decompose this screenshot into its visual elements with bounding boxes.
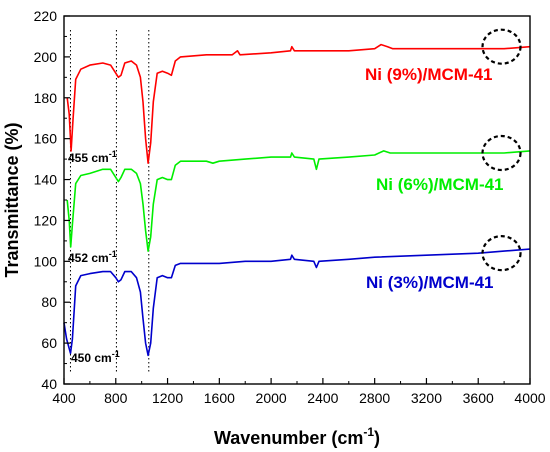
x-tick-label: 2400 xyxy=(307,390,338,406)
y-axis-title: Transmittance (%) xyxy=(2,122,22,277)
x-tick-label: 1200 xyxy=(152,390,183,406)
y-tick-label: 60 xyxy=(41,335,57,351)
x-tick-label: 2000 xyxy=(256,390,287,406)
x-tick-label: 4000 xyxy=(514,390,545,406)
x-tick-label: 800 xyxy=(104,390,128,406)
y-tick-label: 200 xyxy=(34,49,58,65)
x-tick-label: 2800 xyxy=(359,390,390,406)
peak-annotation: 452 cm-1 xyxy=(68,249,117,265)
series-label: Ni (3%)/MCM-41 xyxy=(366,273,494,292)
highlight-circle xyxy=(481,134,522,172)
y-tick-label: 100 xyxy=(34,253,58,269)
series-line xyxy=(66,150,531,252)
x-tick-label: 1600 xyxy=(204,390,235,406)
highlight-circle xyxy=(481,235,522,272)
x-axis-title-text: Wavenumber (cm xyxy=(214,428,363,448)
series-line xyxy=(63,248,531,357)
x-tick-label: 3200 xyxy=(411,390,442,406)
y-tick-label: 120 xyxy=(34,212,58,228)
y-tick-label: 180 xyxy=(34,90,58,106)
y-tick-label: 220 xyxy=(34,8,58,24)
y-tick-label: 40 xyxy=(41,376,57,392)
x-axis-title: Wavenumber (cm-1) xyxy=(214,425,380,448)
peak-annotation: 450 cm-1 xyxy=(71,349,120,365)
axes: 400 800 1200 1600 2000 2400 2800 3200 3600 4000 40… xyxy=(34,8,546,406)
y-tick-label: 140 xyxy=(34,172,58,188)
peak-annotation: 455 cm-1 xyxy=(68,149,117,165)
x-tick-label: 3600 xyxy=(463,390,494,406)
x-tick-label: 400 xyxy=(52,390,76,406)
y-tick-label: 80 xyxy=(41,294,57,310)
y-tick-label: 160 xyxy=(34,131,58,147)
series-label: Ni (9%)/MCM-41 xyxy=(365,65,493,84)
series-label: Ni (6%)/MCM-41 xyxy=(376,175,504,194)
plot-area: Ni (9%)/MCM-41 Ni (6%)/MCM-41 Ni (3%)/MCM-… xyxy=(63,28,531,374)
series-line xyxy=(66,43,531,164)
x-axis-title-superscript: -1 xyxy=(363,425,374,439)
x-axis-title-end: ) xyxy=(374,428,380,448)
highlight-circle xyxy=(481,28,522,65)
